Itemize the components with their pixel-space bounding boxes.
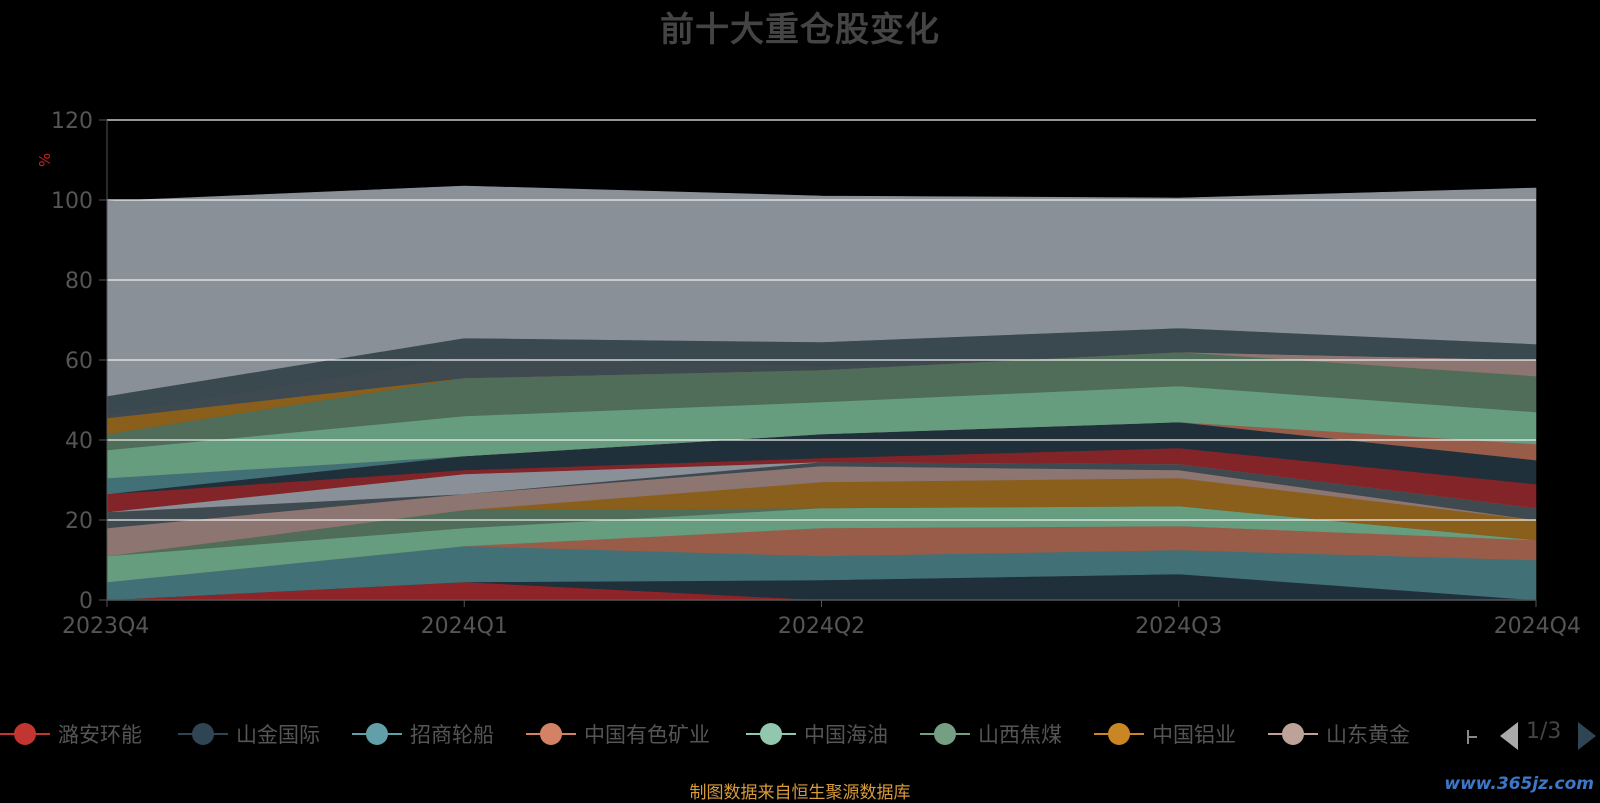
y-axis-label: % (36, 153, 54, 167)
y-tick-label: 20 (65, 509, 93, 534)
legend-swatch-icon (526, 714, 576, 754)
legend-swatch-icon (1268, 714, 1318, 754)
y-tick-label: 80 (65, 269, 93, 294)
x-tick-label: 2024Q1 (421, 614, 508, 639)
x-tick-label: 2024Q2 (778, 614, 865, 639)
legend-item[interactable]: 山金国际 (178, 714, 320, 754)
legend-label: 中国海油 (804, 723, 888, 747)
legend-next-page-icon[interactable] (1578, 722, 1596, 750)
y-tick-label: 100 (51, 189, 93, 214)
chart-title: 前十大重仓股变化 (660, 10, 940, 50)
y-tick-label: 0 (79, 589, 93, 614)
legend-item[interactable]: 山东黄金 (1268, 714, 1410, 754)
source-note: 制图数据来自恒生聚源数据库 (689, 783, 911, 803)
legend-prev-page-icon[interactable] (1500, 722, 1518, 750)
stacked-area-chart: 0 20 40 60 80 100 120 2023Q4 2024Q1 2024Q2 2024Q3 2… (36, 109, 1581, 639)
legend-item[interactable]: 山西焦煤 (920, 714, 1062, 754)
legend-swatch-icon (746, 714, 796, 754)
legend-label: 中国有色矿业 (584, 723, 710, 747)
legend-label: 山东黄金 (1326, 723, 1410, 747)
legend-label: 山西焦煤 (978, 723, 1062, 747)
legend-swatch-icon (0, 714, 50, 754)
legend-label: 潞安环能 (58, 723, 142, 747)
legend-item[interactable]: 中国铝业 (1094, 714, 1236, 754)
legend-label: 山金国际 (236, 723, 320, 747)
x-tick-label: 2023Q4 (62, 614, 149, 639)
legend-swatch-icon (920, 714, 970, 754)
legend-overflow-marker-line (1467, 736, 1477, 738)
axes: 0 20 40 60 80 100 120 2023Q4 2024Q1 2024Q2 2024Q3 2… (51, 109, 1581, 639)
area-layers (106, 185, 1537, 601)
legend: 潞安环能 山金国际 招商轮船 中国有色矿业 中国海油 山西焦煤 中国铝业 山东黄金 (0, 714, 1600, 754)
y-tick-label: 40 (65, 429, 93, 454)
legend-swatch-icon (352, 714, 402, 754)
area-series-20 (106, 185, 1537, 397)
legend-page-indicator: 1/3 (1526, 719, 1562, 744)
grid-lines (107, 119, 1536, 521)
y-tick-label: 60 (65, 349, 93, 374)
legend-item[interactable]: 中国海油 (746, 714, 888, 754)
x-tick-label: 2024Q3 (1135, 614, 1222, 639)
watermark: www.365jz.com (1444, 774, 1594, 794)
legend-item[interactable]: 潞安环能 (0, 714, 142, 754)
x-tick-label: 2024Q4 (1494, 614, 1581, 639)
legend-item[interactable]: 招商轮船 (352, 714, 494, 754)
y-tick-label: 120 (51, 109, 93, 134)
legend-swatch-icon (1094, 714, 1144, 754)
legend-label: 中国铝业 (1152, 723, 1236, 747)
legend-item[interactable]: 中国有色矿业 (526, 714, 710, 754)
legend-label: 招商轮船 (410, 723, 494, 747)
legend-swatch-icon (178, 714, 228, 754)
